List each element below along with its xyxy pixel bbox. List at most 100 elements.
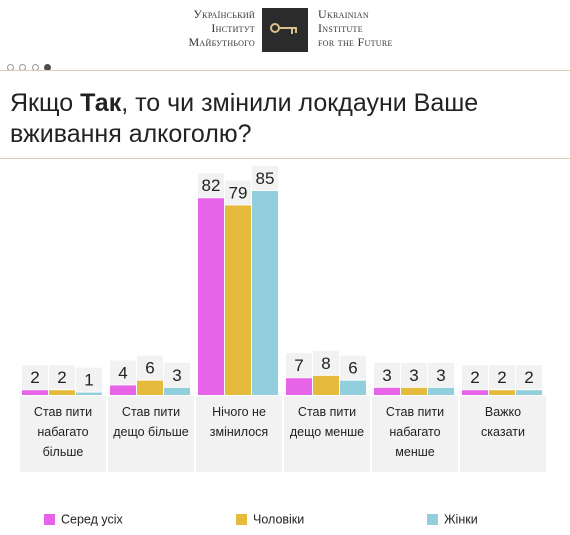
data-label: 2 bbox=[57, 368, 66, 387]
org-name-english: Ukrainian Institute for the Future bbox=[318, 7, 468, 49]
data-label-background bbox=[428, 362, 454, 387]
chart-title-prefix: Якщо bbox=[10, 89, 81, 117]
category-label-line: дещо менше bbox=[289, 425, 365, 439]
category-label: Став пити дещо менше bbox=[284, 396, 370, 472]
bar bbox=[489, 390, 515, 395]
bar bbox=[76, 392, 102, 395]
legend-swatch bbox=[236, 514, 247, 526]
org-name-en-line: Institute bbox=[318, 21, 363, 35]
divider-bottom bbox=[0, 158, 570, 159]
data-label: 85 bbox=[256, 169, 275, 188]
legend-item: Серед усіх bbox=[44, 512, 123, 527]
bar bbox=[313, 375, 339, 395]
data-label-background bbox=[198, 173, 224, 198]
legend-label: Чоловіки bbox=[253, 512, 305, 527]
category-label: Став пити дещо більше bbox=[108, 396, 194, 472]
data-label-background bbox=[401, 362, 427, 387]
data-label: 2 bbox=[470, 368, 479, 387]
category-label-line: більше bbox=[42, 445, 84, 459]
data-label-background bbox=[286, 353, 312, 378]
bar bbox=[110, 385, 136, 395]
category-label: Став пити набагато менше bbox=[372, 396, 458, 472]
org-name-en-line: Ukrainian bbox=[318, 7, 369, 21]
category-label: Став пити набагато більше bbox=[20, 396, 106, 472]
legend-item: Чоловіки bbox=[236, 512, 304, 527]
data-label: 79 bbox=[229, 183, 248, 202]
bar bbox=[286, 378, 312, 395]
org-name-ua-line: Інститут bbox=[211, 21, 255, 35]
data-label: 3 bbox=[436, 366, 445, 385]
category-label-line: набагато bbox=[389, 425, 441, 439]
data-label-background bbox=[76, 367, 102, 392]
data-label: 1 bbox=[84, 371, 93, 390]
category-label-line: Став пити bbox=[297, 405, 357, 419]
bar bbox=[164, 387, 190, 395]
data-label: 2 bbox=[497, 368, 506, 387]
category-label: Нічого не змінилося bbox=[196, 396, 282, 472]
org-name-ua-line: Майбутнього bbox=[188, 35, 255, 49]
chart-title: Якщо Так, то чи змінили локдауни Ваше вж… bbox=[10, 88, 560, 150]
org-name-ukrainian: Український Інститут Майбутнього bbox=[105, 7, 255, 49]
chart-title-rest: , то чи змінили локдауни Ваше вживання а… bbox=[10, 89, 479, 148]
bar bbox=[374, 387, 400, 395]
data-label: 4 bbox=[118, 363, 127, 382]
data-label: 6 bbox=[348, 359, 357, 378]
bar bbox=[22, 390, 48, 395]
category-label-line: набагато bbox=[37, 425, 89, 439]
bar bbox=[252, 191, 278, 395]
category-label-line: сказати bbox=[481, 425, 525, 439]
legend-swatch bbox=[44, 514, 55, 526]
category-label-line: дещо більше bbox=[113, 425, 189, 439]
data-label-background bbox=[225, 180, 251, 205]
bar bbox=[340, 380, 366, 395]
data-label-background bbox=[164, 362, 190, 387]
category-label-line: Нічого не bbox=[212, 405, 266, 419]
legend-swatch bbox=[427, 514, 438, 526]
chart-legend: Серед усіх Чоловіки Жінки bbox=[0, 508, 570, 530]
chart-title-bold: Так bbox=[80, 89, 122, 117]
data-label: 3 bbox=[409, 366, 418, 385]
data-label-background bbox=[252, 166, 278, 190]
bar bbox=[516, 390, 542, 395]
data-label: 3 bbox=[172, 366, 181, 385]
divider-top bbox=[0, 70, 570, 71]
data-label-background bbox=[313, 350, 339, 375]
bar bbox=[198, 198, 224, 395]
data-label-background bbox=[489, 365, 515, 390]
category-label-line: Став пити bbox=[33, 405, 93, 419]
data-label-background bbox=[516, 365, 542, 390]
category-label-line: змінилося bbox=[209, 425, 269, 439]
data-label: 6 bbox=[145, 359, 154, 378]
legend-label: Серед усіх bbox=[61, 512, 123, 527]
category-label-line: Став пити bbox=[385, 405, 445, 419]
data-label: 3 bbox=[382, 366, 391, 385]
data-label: 7 bbox=[294, 356, 303, 375]
legend-item: Жінки bbox=[427, 512, 478, 527]
bar bbox=[49, 390, 75, 395]
data-label: 2 bbox=[30, 368, 39, 387]
bar bbox=[225, 205, 251, 395]
bar bbox=[428, 387, 454, 395]
data-label: 8 bbox=[321, 354, 330, 373]
data-label-background bbox=[110, 360, 136, 385]
category-label-line: Важко bbox=[484, 405, 522, 419]
bar bbox=[137, 380, 163, 395]
key-icon bbox=[270, 23, 297, 34]
data-label: 2 bbox=[524, 368, 533, 387]
data-label-background bbox=[462, 365, 488, 390]
data-label-background bbox=[374, 362, 400, 387]
logo bbox=[262, 8, 308, 52]
category-label: Важко сказати bbox=[460, 396, 546, 472]
data-label-background bbox=[137, 355, 163, 380]
data-label: 82 bbox=[202, 176, 221, 195]
data-label-background bbox=[340, 355, 366, 380]
bar bbox=[462, 390, 488, 395]
category-label-line: менше bbox=[395, 445, 435, 459]
legend-label: Жінки bbox=[444, 512, 478, 527]
org-name-en-line: for the Future bbox=[318, 35, 393, 49]
pagination-dots bbox=[7, 59, 52, 72]
category-label-line: Став пити bbox=[121, 405, 181, 419]
header: Український Інститут Майбутнього Ukraini… bbox=[0, 0, 570, 72]
data-label-background bbox=[49, 365, 75, 390]
